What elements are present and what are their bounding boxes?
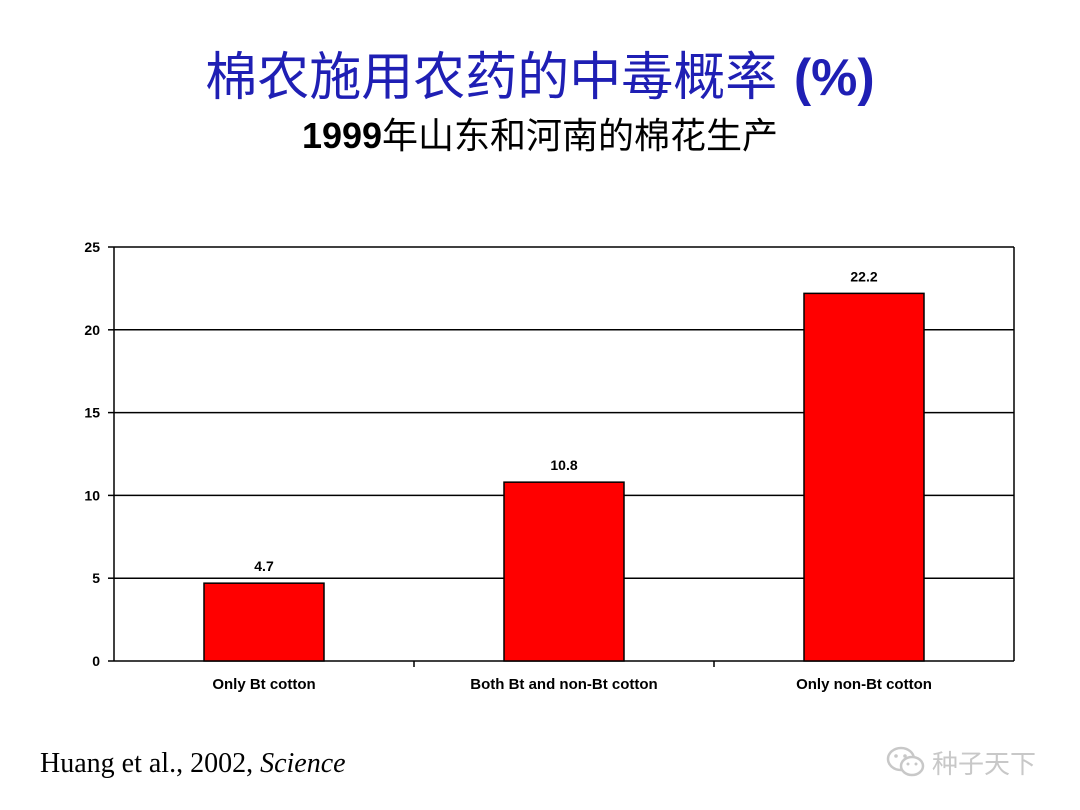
citation-journal: Science — [260, 748, 346, 779]
slide-title-unit: (%) — [793, 49, 875, 107]
y-tick-label: 25 — [84, 239, 100, 255]
bar — [503, 481, 625, 662]
bar — [203, 582, 325, 662]
y-tick-label: 20 — [84, 322, 100, 338]
bar — [803, 292, 925, 662]
y-tick-label: 5 — [92, 570, 100, 586]
watermark: 种子天下 — [886, 742, 1036, 782]
category-label: Only non-Bt cotton — [796, 676, 932, 693]
slide-subtitle: 1999年山东和河南的棉花生产 — [0, 112, 1080, 161]
subtitle-text: 年山东和河南的棉花生产 — [382, 116, 779, 157]
citation: Huang et al., 2002, Science — [40, 748, 346, 780]
slide-title: 棉农施用农药的中毒概率 (%) — [0, 44, 1080, 112]
watermark-text: 种子天下 — [932, 749, 1037, 780]
category-label: Both Bt and non-Bt cotton — [470, 676, 657, 693]
citation-authors: Huang et al., 2002, — [40, 748, 261, 779]
y-tick-label: 0 — [92, 653, 100, 669]
y-tick-label: 10 — [84, 487, 100, 503]
bar-value-label: 4.7 — [254, 558, 274, 574]
bar-value-label: 10.8 — [550, 457, 577, 473]
category-label: Only Bt cotton — [212, 676, 315, 693]
bar-value-label: 22.2 — [850, 268, 877, 284]
y-tick-label: 15 — [84, 405, 100, 421]
subtitle-year: 1999 — [301, 115, 383, 156]
slide-title-text: 棉农施用农药的中毒概率 — [205, 48, 778, 108]
wechat-icon — [886, 746, 925, 777]
